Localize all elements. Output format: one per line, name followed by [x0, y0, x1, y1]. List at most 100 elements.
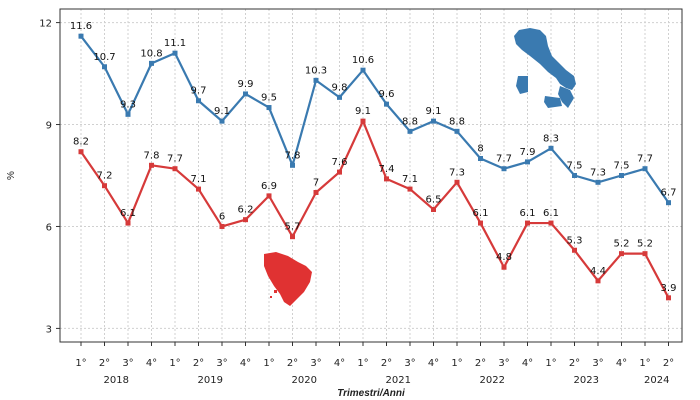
x-tick-label: 1°	[75, 358, 86, 369]
x-tick-label: 3°	[498, 358, 509, 369]
x-tick-label: 2°	[381, 358, 392, 369]
series-1-point	[407, 186, 413, 192]
series-0-point	[572, 173, 577, 178]
x-tick-label: 2°	[287, 358, 298, 369]
series-1-point	[666, 295, 671, 301]
x-tick-label: 1°	[545, 358, 556, 369]
data-label: 9.6	[379, 89, 395, 100]
data-label: 8.3	[543, 133, 559, 144]
year-label: 2020	[292, 375, 317, 386]
data-label: 7.8	[144, 150, 160, 161]
data-label: 7.5	[567, 161, 583, 172]
x-tick-label: 2°	[193, 358, 204, 369]
series-1-point	[125, 220, 131, 226]
series-1-point	[78, 149, 84, 155]
series-1-point	[337, 169, 342, 175]
series-1-point	[149, 162, 154, 168]
x-tick-label: 1°	[451, 358, 462, 369]
data-label: 6.7	[661, 188, 677, 199]
data-label: 9.9	[238, 79, 254, 90]
data-label: 8.8	[449, 116, 465, 127]
series-0-point	[219, 118, 225, 124]
series-1-point	[525, 220, 530, 226]
x-tick-label: 3°	[122, 358, 133, 369]
data-label: 10.6	[352, 55, 374, 66]
series-0-point	[149, 60, 154, 66]
data-label: 7.4	[379, 164, 395, 175]
series-0-point	[478, 156, 483, 162]
y-axis-title: %	[6, 171, 17, 180]
data-label: 8.2	[73, 137, 89, 148]
x-tick-label: 2°	[663, 358, 674, 369]
series-0-point	[290, 162, 295, 168]
x-tick-label: 2°	[99, 358, 110, 369]
data-label: 9.1	[214, 106, 230, 117]
series-0-point	[407, 128, 413, 134]
data-label: 6.1	[473, 208, 489, 219]
year-label: 2023	[574, 375, 599, 386]
data-label: 10.7	[93, 52, 115, 63]
x-tick-label: 3°	[216, 358, 227, 369]
x-tick-label: 1°	[639, 358, 650, 369]
year-label: 2022	[480, 375, 505, 386]
series-1-point	[642, 251, 648, 257]
x-tick-label: 4°	[522, 358, 533, 369]
series-0-point	[125, 111, 131, 117]
year-label: 2018	[104, 375, 129, 386]
series-0-point	[196, 98, 201, 104]
series-line-0	[80, 35, 670, 204]
data-label: 6.9	[261, 181, 277, 192]
series-0-point	[313, 77, 319, 83]
data-label: 5.2	[637, 239, 653, 250]
year-label: 2019	[198, 375, 223, 386]
series-0-point	[642, 166, 648, 172]
year-label: 2024	[644, 375, 669, 386]
data-label: 9.1	[355, 106, 371, 117]
series-0-point	[619, 173, 624, 178]
data-label: 7.9	[520, 147, 536, 158]
year-label: 2021	[386, 375, 411, 386]
series-1-point	[266, 193, 272, 199]
data-label: 6	[219, 211, 225, 222]
maps	[264, 28, 576, 306]
data-label: 6.1	[120, 208, 136, 219]
series-1-point	[196, 186, 201, 192]
data-label: 7.8	[285, 150, 301, 161]
x-tick-label: 2°	[475, 358, 486, 369]
series-1-point	[619, 251, 624, 257]
series-0-point	[360, 67, 366, 73]
series-1-point	[478, 220, 483, 226]
data-label: 5.3	[567, 235, 583, 246]
series-0-point	[243, 91, 248, 97]
data-label: 8	[477, 144, 483, 155]
series-0-point	[78, 33, 84, 39]
data-label: 7.6	[332, 157, 348, 168]
data-label: 7.7	[496, 154, 512, 165]
data-label: 7.1	[191, 174, 207, 185]
italy-map-icon	[514, 28, 576, 108]
tuscany-map-icon	[264, 252, 312, 306]
x-axis-title: Trimestri/Anni	[337, 388, 405, 399]
data-label: 7	[313, 177, 319, 188]
data-label: 5.2	[614, 239, 630, 250]
data-label: 9.1	[426, 106, 442, 117]
series-1-point	[243, 217, 248, 223]
series-1-point	[219, 223, 225, 229]
y-tick-label: 12	[39, 19, 52, 30]
x-tick-label: 2°	[569, 358, 580, 369]
data-label: 7.1	[402, 174, 418, 185]
series-1-point	[431, 206, 436, 212]
x-tick-label: 4°	[334, 358, 345, 369]
x-tick-label: 1°	[357, 358, 368, 369]
plot-frame	[59, 8, 683, 343]
x-tick-label: 4°	[616, 358, 627, 369]
data-label: 7.3	[449, 167, 465, 178]
series-0-point	[525, 159, 530, 165]
data-label: 11.1	[164, 38, 186, 49]
data-label: 9.3	[120, 99, 136, 110]
data-label: 7.7	[637, 154, 653, 165]
series-0-point	[172, 50, 178, 56]
data-label: 9.7	[191, 86, 207, 97]
series-1-point	[454, 179, 460, 185]
series-1-point	[102, 183, 107, 189]
